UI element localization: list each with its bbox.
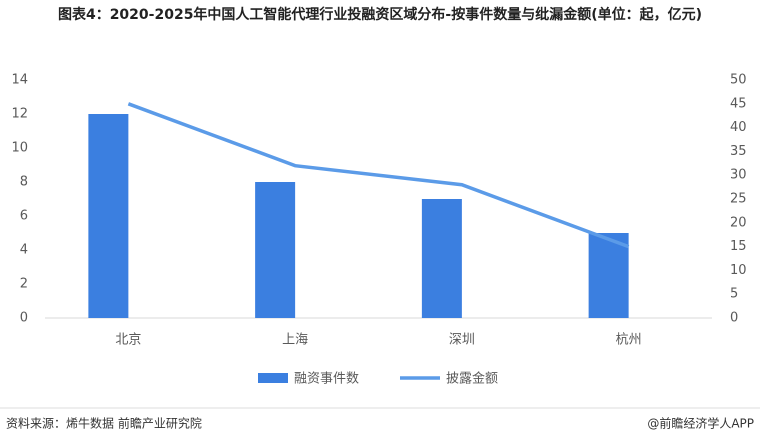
x-tick-label: 上海	[282, 333, 308, 348]
bar	[588, 233, 629, 318]
y2-tick-label: 20	[730, 215, 747, 230]
y-tick-label: 0	[20, 311, 28, 326]
x-tick-label: 杭州	[616, 333, 642, 348]
y2-tick-label: 35	[730, 144, 747, 159]
y-tick-label: 8	[20, 175, 28, 190]
y2-tick-label: 40	[730, 120, 747, 135]
legend-label: 融资事件数	[294, 372, 359, 387]
bar	[88, 114, 129, 318]
y-tick-label: 12	[11, 107, 28, 122]
chart-title: 图表4：2020-2025年中国人工智能代理行业投融资区域分布-按事件数量与纰漏…	[57, 7, 703, 23]
y2-tick-label: 5	[730, 287, 738, 302]
bar	[421, 199, 462, 318]
x-tick-label: 北京	[115, 333, 141, 348]
y2-tick-label: 25	[730, 192, 747, 207]
y2-tick-label: 10	[730, 263, 747, 278]
y2-tick-label: 15	[730, 239, 747, 254]
bar	[255, 182, 296, 318]
y-tick-label: 10	[11, 141, 28, 156]
line	[127, 102, 630, 249]
y2-tick-label: 0	[730, 311, 738, 326]
y2-tick-label: 45	[730, 96, 747, 111]
y2-tick-label: 50	[730, 73, 747, 88]
legend-label: 披露金额	[446, 371, 498, 387]
y-tick-label: 14	[11, 73, 28, 88]
y-tick-label: 4	[20, 243, 28, 258]
legend-swatch	[258, 373, 288, 383]
source: 资料来源：烯牛数据 前瞻产业研究院	[6, 416, 202, 431]
credit: @前瞻经济学人APP	[647, 416, 754, 431]
y2-tick-label: 30	[730, 168, 747, 183]
x-tick-label: 深圳	[449, 333, 475, 348]
y-tick-label: 2	[20, 277, 28, 292]
y-tick-label: 6	[20, 209, 28, 224]
